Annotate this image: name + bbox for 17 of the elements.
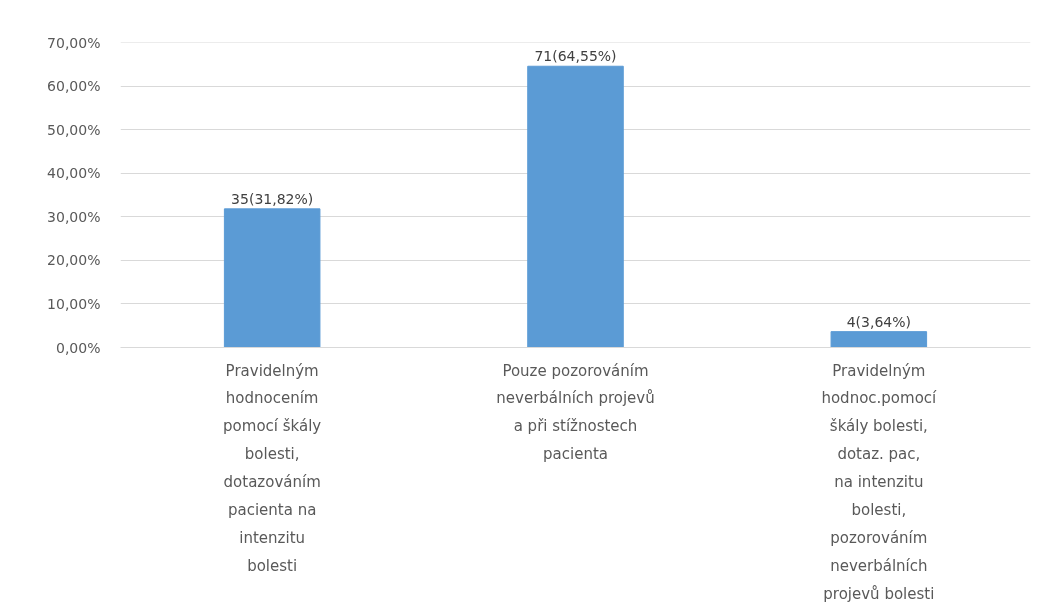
category-label: Pravidelným hodnoc.pomocí škály bolesti, dotaz. pac, na intenzitu bolesti, pozorováním neverbálních projevů bolesti (821, 361, 937, 603)
x-tick-label: Pouze pozorováním neverbálních projevů a při stížnostech pacienta (496, 361, 655, 464)
y-tick-label: 40,00% (47, 165, 101, 182)
y-tick-label: 50,00% (47, 121, 101, 138)
bar (223, 208, 321, 348)
y-tick-label: 60,00% (47, 78, 101, 95)
data-label: 4(3,64%) (846, 313, 911, 330)
data-label: 35(31,82%) (231, 190, 314, 207)
y-tick-label: 10,00% (47, 295, 101, 312)
bar (527, 65, 624, 348)
y-tick-label: 70,00% (47, 34, 101, 51)
y-tick-label: 30,00% (47, 208, 101, 225)
y-tick-label: 0,00% (56, 339, 101, 356)
data-label: 71(64,55%) (534, 48, 617, 65)
bar (830, 331, 928, 348)
x-tick-label: Pravidelným hodnocením pomocí škály bolesti, dotazováním pacienta na intenzitu bolesti (223, 361, 322, 575)
y-tick-label: 20,00% (47, 252, 101, 269)
